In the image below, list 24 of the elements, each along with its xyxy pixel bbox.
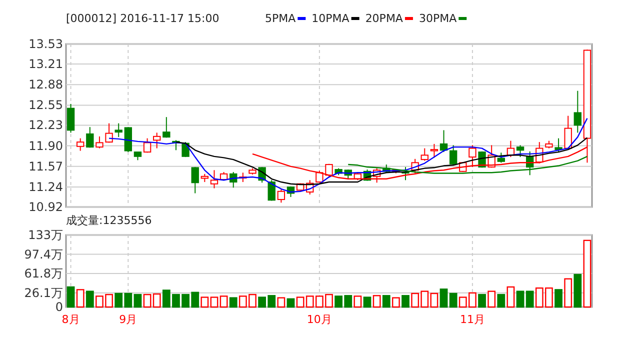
x-tick-label: 9月 <box>119 313 138 326</box>
y-tick-label: 13.53 <box>28 37 63 51</box>
y-tick-label: 10.92 <box>28 200 63 214</box>
y-tick-label: 11.24 <box>28 180 63 194</box>
y-tick-label: 12.88 <box>28 78 63 92</box>
legend-label: 20PMA <box>365 12 404 25</box>
y-tick-label: 12.23 <box>28 118 63 132</box>
y-tick-label: 133万 <box>28 228 63 242</box>
y-tick-label: 61.8万 <box>24 266 63 281</box>
y-tick-label: 0 <box>55 300 63 314</box>
y-tick-label: 97.4万 <box>24 247 63 262</box>
x-tick-label: 10月 <box>306 313 332 326</box>
chart-title: [000012] 2016-11-17 15:00 <box>66 12 220 25</box>
legend-label: 10PMA <box>312 12 350 25</box>
y-tick-label: 11.57 <box>28 159 63 174</box>
chart-title: 成交量:1235556 <box>66 214 152 227</box>
x-tick-label: 8月 <box>62 313 80 326</box>
x-tick-label: 11月 <box>460 313 485 326</box>
y-tick-label: 13.21 <box>28 56 63 71</box>
legend-label: 5PMA <box>265 12 296 25</box>
y-tick-label: 12.55 <box>28 98 63 112</box>
y-tick-label: 26.1万 <box>24 286 63 300</box>
legend-label: 30PMA <box>418 12 458 25</box>
y-tick-label: 11.90 <box>28 138 63 153</box>
